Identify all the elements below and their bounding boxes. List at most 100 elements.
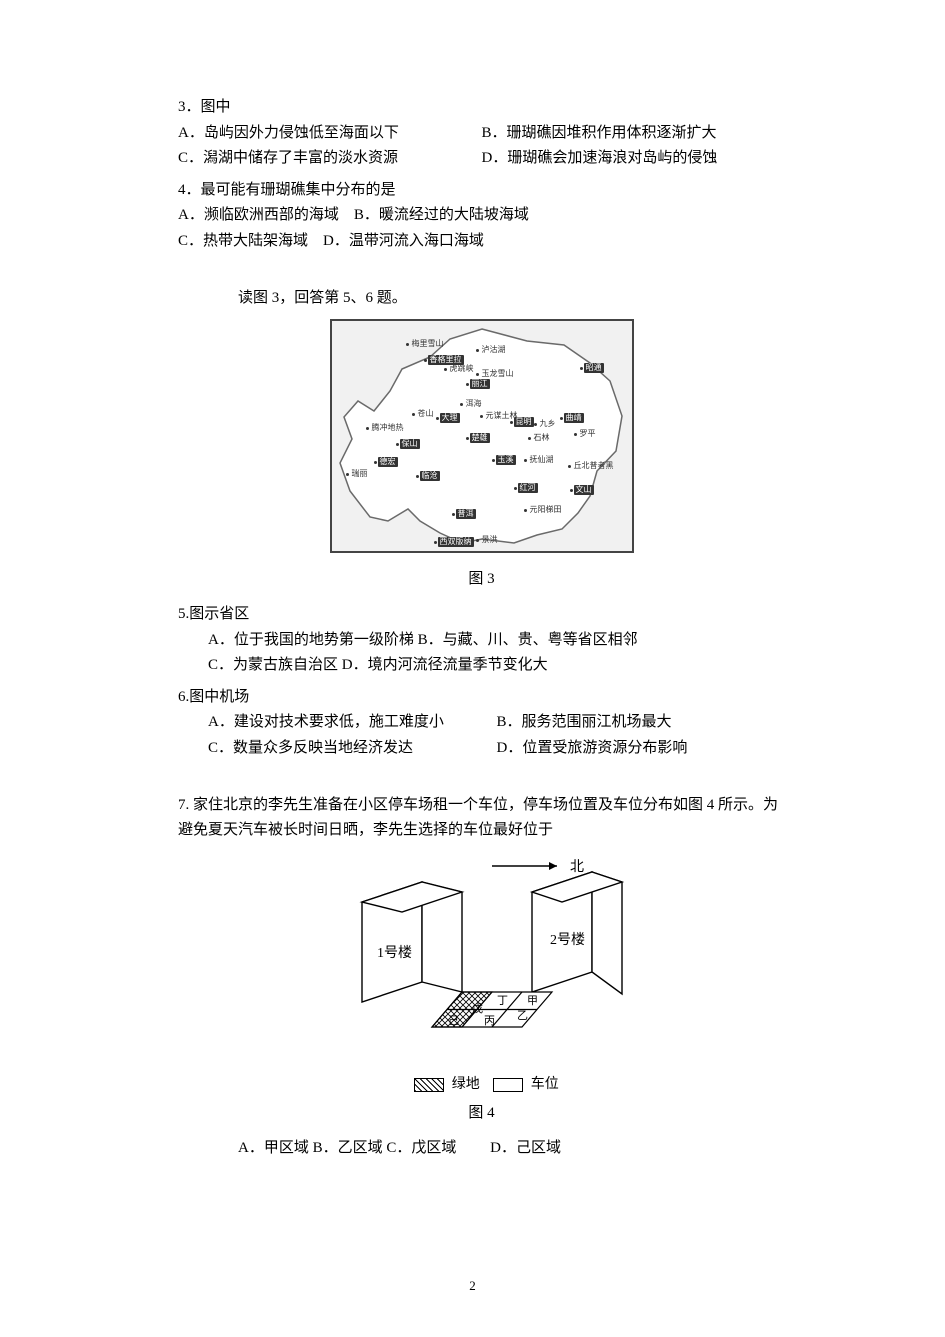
q4-opt-ab: A．濒临欧洲西部的海域 B．暖流经过的大陆坡海域 xyxy=(178,203,785,229)
q5-opt-ab: A．位于我国的地势第一级阶梯 B．与藏、川、贵、粤等省区相邻 xyxy=(208,628,785,654)
question-7: 7. 家住北京的李先生准备在小区停车场租一个车位，停车场位置及车位分布如图 4 … xyxy=(178,793,785,844)
cell-bing: 丙 xyxy=(484,1015,495,1027)
building-1 xyxy=(362,882,462,1002)
map-place-dot xyxy=(424,359,427,362)
q5-stem: 5.图示省区 xyxy=(178,602,785,628)
map-place-label: 抚仙湖 xyxy=(528,455,556,465)
map-place-label: 文山 xyxy=(574,485,594,495)
q5-opt-d: D．境内河流径流量季节变化大 xyxy=(342,657,548,673)
map-place-label: 昆明 xyxy=(514,417,534,427)
q4-stem: 4．最可能有珊瑚礁集中分布的是 xyxy=(178,178,785,204)
q4-opt-a: A．濒临欧洲西部的海域 xyxy=(178,207,339,223)
building-2-label: 2号楼 xyxy=(550,932,585,948)
map-place-dot xyxy=(374,461,377,464)
map-place-label: 昭通 xyxy=(584,363,604,373)
map-place-dot xyxy=(396,443,399,446)
map-place-dot xyxy=(476,373,479,376)
figure-3-map: 梅里雪山香格里拉虎跳峡泸沽湖玉龙雪山丽江昭通苍山洱海大理元谋土林腾冲地热保山楚雄… xyxy=(330,319,634,553)
map-place-dot xyxy=(574,433,577,436)
map-place-label: 腾冲地热 xyxy=(370,423,406,433)
map-place-dot xyxy=(434,541,437,544)
map-place-label: 普洱 xyxy=(456,509,476,519)
q3-opt-b: B．珊瑚礁因堆积作用体积逐渐扩大 xyxy=(482,121,786,147)
map-place-dot xyxy=(412,413,415,416)
q3-opt-a: A．岛屿因外力侵蚀低至海面以下 xyxy=(178,121,482,147)
legend-label-green: 绿地 xyxy=(452,1077,480,1092)
q5-opt-cd: C．为蒙古族自治区 D．境内河流径流量季节变化大 xyxy=(208,653,785,679)
map-place-dot xyxy=(366,427,369,430)
map-place-label: 梅里雪山 xyxy=(410,339,446,349)
cell-yi: 乙 xyxy=(517,1009,528,1022)
map-place-dot xyxy=(514,487,517,490)
map-place-label: 玉溪 xyxy=(496,455,516,465)
figure-3-caption: 图 3 xyxy=(178,567,785,593)
q3-opt-c: C．潟湖中储存了丰富的淡水资源 xyxy=(178,146,482,172)
map-place-label: 玉龙雪山 xyxy=(480,369,516,379)
question-6: 6.图中机场 A．建设对技术要求低，施工难度小 C．数量众多反映当地经济发达 B… xyxy=(178,685,785,762)
building-1-label: 1号楼 xyxy=(377,945,412,961)
figure-4: 北 1号楼 2号楼 xyxy=(178,852,785,1097)
map-place-label: 元阳梯田 xyxy=(528,505,564,515)
legend-label-park: 车位 xyxy=(531,1077,559,1092)
north-arrow-head xyxy=(549,862,557,870)
map-place-label: 瑞丽 xyxy=(350,469,370,479)
question-5: 5.图示省区 A．位于我国的地势第一级阶梯 B．与藏、川、贵、粤等省区相邻 C．… xyxy=(178,602,785,679)
question-3: 3．图中 A．岛屿因外力侵蚀低至海面以下 C．潟湖中储存了丰富的淡水资源 B．珊… xyxy=(178,95,785,172)
map-place-dot xyxy=(436,417,439,420)
map-place-label: 德宏 xyxy=(378,457,398,467)
map-place-label: 保山 xyxy=(400,439,420,449)
figure-3: 梅里雪山香格里拉虎跳峡泸沽湖玉龙雪山丽江昭通苍山洱海大理元谋土林腾冲地热保山楚雄… xyxy=(178,319,785,563)
q7-stem: 7. 家住北京的李先生准备在小区停车场租一个车位，停车场位置及车位分布如图 4 … xyxy=(178,793,785,844)
map-place-dot xyxy=(444,368,447,371)
lead-5-6: 读图 3，回答第 5、6 题。 xyxy=(178,286,785,312)
q5-opt-a: A．位于我国的地势第一级阶梯 xyxy=(208,632,414,648)
page-number: 2 xyxy=(0,1275,945,1297)
map-place-dot xyxy=(524,509,527,512)
map-place-label: 西双版纳 xyxy=(438,537,474,547)
map-place-dot xyxy=(524,459,527,462)
cell-jia: 甲 xyxy=(527,995,538,1007)
q7-opt-d: D．己区域 xyxy=(490,1140,561,1156)
cell-ji: 己 xyxy=(448,1015,459,1027)
map-labels-overlay: 梅里雪山香格里拉虎跳峡泸沽湖玉龙雪山丽江昭通苍山洱海大理元谋土林腾冲地热保山楚雄… xyxy=(332,321,632,551)
q7-opt-b: B．乙区域 xyxy=(313,1140,383,1156)
map-place-dot xyxy=(570,489,573,492)
map-place-dot xyxy=(492,459,495,462)
figure-4-legend: 绿地 车位 xyxy=(178,1073,785,1097)
map-place-label: 景洪 xyxy=(480,535,500,545)
map-place-dot xyxy=(406,343,409,346)
map-place-dot xyxy=(534,423,537,426)
q7-opt-a: A．甲区域 xyxy=(238,1140,309,1156)
map-place-label: 九乡 xyxy=(538,419,558,429)
map-place-dot xyxy=(466,437,469,440)
map-place-label: 楚雄 xyxy=(470,433,490,443)
map-place-dot xyxy=(568,465,571,468)
q4-opt-c: C．热带大陆架海域 xyxy=(178,233,308,249)
map-place-dot xyxy=(460,403,463,406)
q3-options: A．岛屿因外力侵蚀低至海面以下 C．潟湖中储存了丰富的淡水资源 B．珊瑚礁因堆积… xyxy=(178,121,785,172)
north-label: 北 xyxy=(570,859,584,875)
map-place-label: 洱海 xyxy=(464,399,484,409)
q6-opt-d: D．位置受旅游资源分布影响 xyxy=(497,736,786,762)
map-place-label: 大理 xyxy=(440,413,460,423)
map-place-dot xyxy=(476,349,479,352)
q4-opt-b: B．暖流经过的大陆坡海域 xyxy=(354,207,529,223)
map-place-label: 石林 xyxy=(532,433,552,443)
map-place-label: 罗平 xyxy=(578,429,598,439)
q7-options: A．甲区域 B．乙区域 C．戊区域 D．己区域 xyxy=(178,1136,785,1162)
q6-options: A．建设对技术要求低，施工难度小 C．数量众多反映当地经济发达 B．服务范围丽江… xyxy=(178,710,785,761)
map-place-dot xyxy=(560,417,563,420)
q3-stem: 3．图中 xyxy=(178,95,785,121)
q6-stem: 6.图中机场 xyxy=(178,685,785,711)
q7-opt-c: C．戊区域 xyxy=(386,1140,456,1156)
q6-opt-a: A．建设对技术要求低，施工难度小 xyxy=(208,710,497,736)
cell-wu: 戊 xyxy=(472,1002,483,1015)
map-place-dot xyxy=(510,421,513,424)
map-place-dot xyxy=(476,539,479,542)
q4-opt-d: D．温带河流入海口海域 xyxy=(323,233,484,249)
map-place-dot xyxy=(452,513,455,516)
map-place-label: 曲靖 xyxy=(564,413,584,423)
q5-opt-c: C．为蒙古族自治区 xyxy=(208,657,338,673)
map-place-dot xyxy=(416,475,419,478)
figure-4-svg: 北 1号楼 2号楼 xyxy=(322,852,642,1062)
